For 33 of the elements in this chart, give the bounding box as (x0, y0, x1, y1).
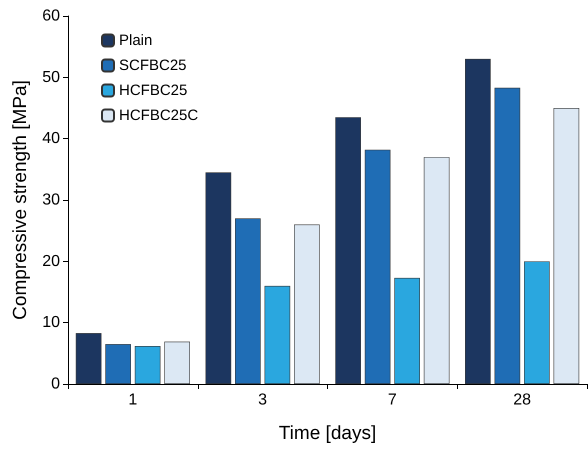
bar (264, 286, 290, 384)
legend-label: HCFBC25 (119, 82, 188, 99)
legend-label: HCFBC25C (119, 107, 198, 124)
bar (424, 157, 450, 384)
legend-label: Plain (119, 32, 152, 49)
bar (494, 88, 520, 384)
y-axis-title: Compressive strength [MPa] (10, 80, 31, 320)
bar (76, 333, 102, 384)
bar (465, 58, 491, 384)
y-tick-label: 10 (42, 314, 60, 332)
legend-label: SCFBC25 (119, 57, 187, 74)
bar (554, 108, 580, 384)
y-tick-label: 20 (42, 252, 60, 270)
x-tick-label: 3 (258, 392, 268, 408)
y-tick-label: 30 (42, 192, 60, 208)
bar (105, 344, 131, 384)
bar (134, 346, 160, 384)
bar (206, 172, 232, 384)
x-tick-label: 1 (128, 392, 138, 408)
x-axis-title: Time [days] (278, 423, 376, 444)
y-tick-label: 40 (42, 130, 60, 148)
bar (394, 278, 420, 384)
x-tick-label: 7 (388, 392, 397, 408)
y-tick-label: 60 (42, 8, 60, 24)
bar (235, 218, 261, 384)
bar (524, 261, 550, 384)
y-tick-label: 0 (51, 376, 60, 392)
bar (164, 342, 190, 384)
bar (335, 117, 361, 384)
bar (294, 224, 320, 384)
x-tick-label: 28 (513, 392, 532, 408)
bar (364, 150, 390, 384)
y-tick-label: 50 (42, 68, 60, 86)
